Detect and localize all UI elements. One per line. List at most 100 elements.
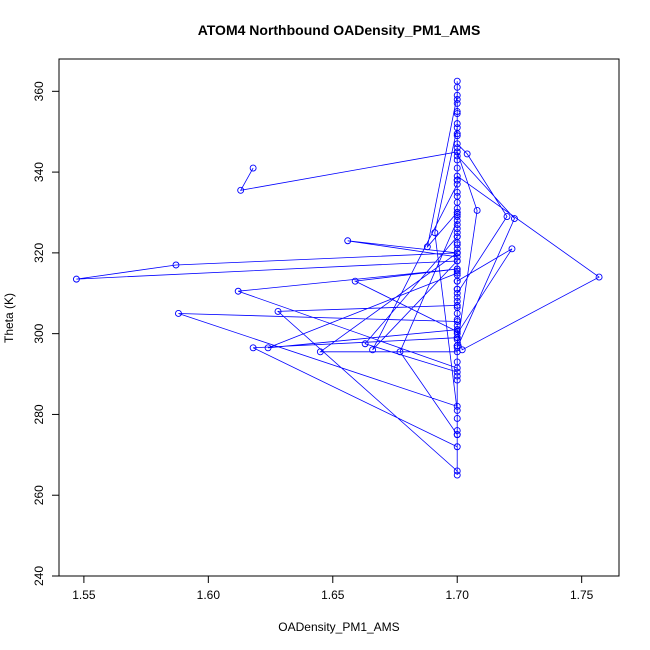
data-point (453, 277, 461, 285)
data-point (423, 243, 431, 251)
data-point (369, 346, 377, 354)
data-point (453, 221, 461, 229)
y-tick-label: 320 (32, 243, 46, 263)
data-point (453, 120, 461, 128)
data-point (458, 346, 466, 354)
data-point (453, 358, 461, 366)
data-point (453, 293, 461, 301)
data-point (511, 215, 518, 222)
data-point (453, 108, 461, 115)
y-tick-label: 360 (32, 81, 46, 101)
data-point (175, 310, 182, 317)
data-point (453, 172, 461, 180)
data-point (473, 207, 481, 214)
data-point (264, 344, 272, 352)
y-tick-label: 280 (32, 404, 46, 424)
data-point (431, 229, 439, 237)
data-point (453, 443, 461, 451)
x-tick-label: 1.55 (72, 588, 96, 602)
data-point (453, 334, 461, 342)
data-point (595, 273, 603, 281)
data-point (453, 289, 461, 297)
y-axis: 240 260 280 300 320 340 360 (32, 81, 60, 586)
data-point (453, 77, 461, 85)
data-point (453, 91, 461, 99)
data-point (453, 144, 461, 152)
data-point (453, 316, 461, 323)
data-point (453, 180, 461, 188)
data-point (453, 140, 461, 148)
y-axis-label: Theta (K) (2, 293, 16, 343)
data-point (453, 318, 461, 325)
series-points (72, 77, 603, 479)
data-point (453, 303, 461, 311)
data-point (453, 471, 461, 479)
data-point (172, 261, 180, 269)
data-point (453, 241, 461, 249)
chart-title: ATOM4 Northbound OADensity_PM1_AMS (198, 22, 481, 38)
data-point (453, 406, 461, 414)
data-point (453, 95, 461, 103)
data-point (463, 150, 471, 158)
x-axis-label: OADensity_PM1_AMS (278, 620, 399, 634)
data-point (396, 348, 404, 356)
data-point (453, 402, 461, 410)
data-point (453, 301, 461, 309)
data-point (453, 99, 461, 107)
data-point (453, 467, 461, 475)
data-point (274, 307, 282, 315)
data-point (453, 148, 461, 156)
data-point (234, 287, 242, 295)
data-point (453, 376, 461, 384)
x-tick-label: 1.75 (570, 588, 594, 602)
x-axis: 1.55 1.60 1.65 1.70 1.75 (72, 575, 594, 602)
data-point (453, 213, 461, 220)
data-point (453, 368, 461, 376)
data-point (351, 277, 359, 285)
y-tick-label: 340 (32, 162, 46, 182)
data-point (316, 348, 324, 356)
data-point (249, 344, 257, 352)
x-tick-label: 1.65 (321, 588, 345, 602)
data-point (453, 233, 461, 241)
data-point (453, 130, 461, 138)
y-tick-label: 300 (32, 323, 46, 343)
plot-area-frame (58, 58, 620, 577)
data-point (453, 257, 461, 265)
data-point (453, 209, 461, 216)
data-point (453, 249, 461, 257)
data-point (453, 176, 461, 184)
series-polyline (76, 81, 600, 475)
data-point (453, 110, 461, 117)
data-point (453, 253, 461, 261)
data-point (508, 245, 516, 253)
data-point (453, 229, 461, 237)
data-point (453, 330, 461, 338)
data-point (453, 431, 461, 439)
data-point (503, 213, 511, 220)
data-point (453, 132, 461, 140)
x-tick-label: 1.60 (197, 588, 221, 602)
data-point (453, 269, 461, 277)
data-point (453, 285, 461, 293)
data-point (453, 188, 461, 196)
data-point (453, 156, 461, 164)
series-line (76, 81, 600, 475)
data-point (249, 164, 257, 172)
data-point (453, 342, 461, 350)
data-point (453, 225, 461, 233)
data-point (453, 427, 461, 435)
data-point (72, 275, 80, 283)
data-point (453, 152, 461, 160)
data-point (453, 217, 461, 225)
data-point (453, 267, 461, 275)
data-point (344, 237, 352, 245)
data-point (453, 415, 461, 422)
data-point (237, 186, 245, 194)
data-point (453, 372, 461, 380)
data-point (361, 340, 369, 348)
y-tick-label: 260 (32, 485, 46, 505)
data-point (453, 192, 461, 200)
data-point (453, 164, 461, 172)
